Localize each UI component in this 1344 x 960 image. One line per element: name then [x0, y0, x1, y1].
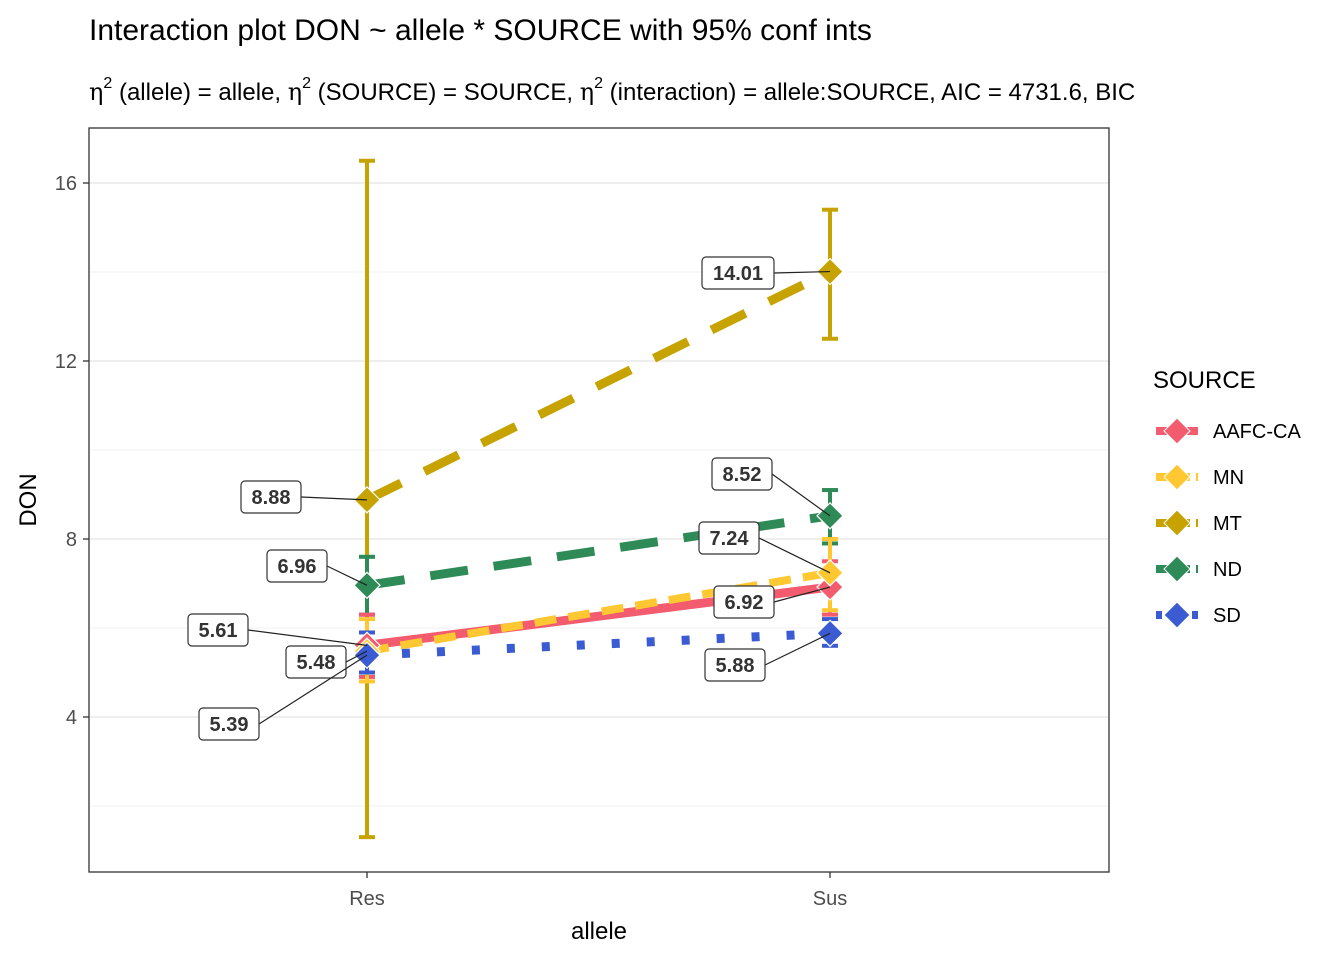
- legend-label: AAFC-CA: [1213, 421, 1301, 443]
- chart-title: Interaction plot DON ~ allele * SOURCE w…: [89, 14, 872, 47]
- svg-text:5.48: 5.48: [297, 652, 336, 674]
- data-label: 7.24: [698, 521, 831, 574]
- x-tick-label: Res: [349, 888, 385, 910]
- panel-border: [88, 127, 1110, 873]
- svg-text:5.39: 5.39: [210, 714, 249, 736]
- svg-text:6.92: 6.92: [725, 592, 764, 614]
- data-label: 5.61: [187, 613, 368, 647]
- svg-text:5.61: 5.61: [199, 620, 238, 642]
- svg-text:5.88: 5.88: [716, 655, 755, 677]
- legend-title: SOURCE: [1153, 367, 1256, 394]
- svg-text:14.01: 14.01: [713, 263, 763, 285]
- legend-item-nd: ND: [1156, 555, 1242, 583]
- legend-item-mt: MT: [1156, 509, 1242, 537]
- legend-item-mn: MN: [1156, 463, 1244, 491]
- legend-label: MN: [1213, 467, 1244, 489]
- svg-text:6.96: 6.96: [278, 556, 317, 578]
- svg-text:8.88: 8.88: [252, 487, 291, 509]
- y-tick-label: 4: [66, 707, 77, 729]
- data-label: 5.88: [704, 632, 831, 682]
- data-label: 6.92: [713, 585, 831, 619]
- svg-text:7.24: 7.24: [710, 528, 750, 550]
- y-tick-label: 8: [66, 529, 77, 551]
- x-axis-title: allele: [571, 918, 627, 945]
- y-axis-title: DON: [15, 473, 42, 526]
- data-label: 14.01: [701, 256, 831, 290]
- data-labels: 8.88 14.01 6.96 8.52 5.61 6.92 5.48 7.24 5.39 5.8…: [187, 256, 831, 741]
- data-label: 5.48: [285, 645, 368, 679]
- legend-label: MT: [1213, 513, 1242, 535]
- legend-label: SD: [1213, 605, 1241, 627]
- legend-item-sd: SD: [1156, 601, 1241, 629]
- legend-item-aafc-ca: AAFC-CA: [1156, 417, 1301, 445]
- series-line-mt: [365, 267, 832, 504]
- svg-text:8.52: 8.52: [723, 464, 762, 486]
- y-tick-label: 16: [55, 173, 77, 195]
- axes: 4 8 12 16 Res Sus: [55, 173, 847, 910]
- data-label: 8.52: [711, 457, 831, 517]
- series-line-nd: [366, 511, 831, 590]
- x-tick-label: Sus: [813, 888, 847, 910]
- legend-label: ND: [1213, 559, 1242, 581]
- data-label: 6.96: [266, 549, 368, 586]
- y-tick-label: 12: [55, 351, 77, 373]
- data-label: 8.88: [240, 480, 368, 514]
- chart-subtitle: η2 (allele) = allele, η2 (SOURCE) = SOUR…: [89, 75, 1135, 106]
- data-label: 5.39: [198, 654, 368, 741]
- legend: SOURCE AAFC-CA MN MT ND SD: [1153, 367, 1301, 629]
- series-line-sd: [366, 628, 831, 660]
